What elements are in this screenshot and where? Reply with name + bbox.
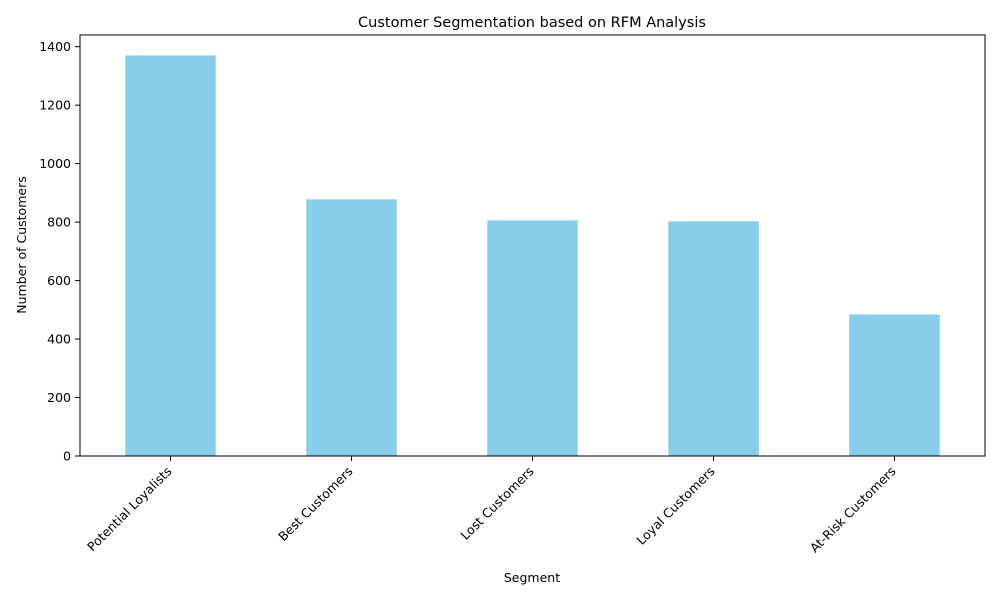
y-tick-label: 600 <box>47 273 71 288</box>
x-tick-label: Loyal Customers <box>633 464 717 548</box>
x-axis-label: Segment <box>504 570 560 585</box>
y-tick-label: 400 <box>47 332 71 347</box>
chart-title: Customer Segmentation based on RFM Analy… <box>358 15 706 31</box>
y-tick-label: 0 <box>63 449 71 464</box>
x-tick-label: Lost Customers <box>457 464 536 543</box>
bar-at-risk-customers <box>849 314 940 456</box>
y-tick-label: 1400 <box>39 39 71 54</box>
bar-best-customers <box>306 199 397 456</box>
y-tick-label: 1000 <box>39 156 71 171</box>
bar-potential-loyalists <box>125 55 216 457</box>
bar-lost-customers <box>487 220 578 456</box>
bars-group <box>125 55 940 457</box>
x-tick-label: Potential Loyalists <box>84 464 175 555</box>
bar-loyal-customers <box>668 221 759 456</box>
x-tick-label: Best Customers <box>275 464 356 545</box>
x-axis: Potential Loyalists Best Customers Lost Cu… <box>84 456 899 555</box>
y-tick-label: 800 <box>47 215 71 230</box>
plot-frame <box>79 34 986 457</box>
x-tick-label: At-Risk Customers <box>807 464 899 556</box>
y-tick-label: 1200 <box>39 98 71 113</box>
y-axis-label: Number of Customers <box>14 176 29 313</box>
y-tick-label: 200 <box>47 390 71 405</box>
y-axis: 0 200 400 600 800 1000 1200 1400 <box>39 39 80 464</box>
